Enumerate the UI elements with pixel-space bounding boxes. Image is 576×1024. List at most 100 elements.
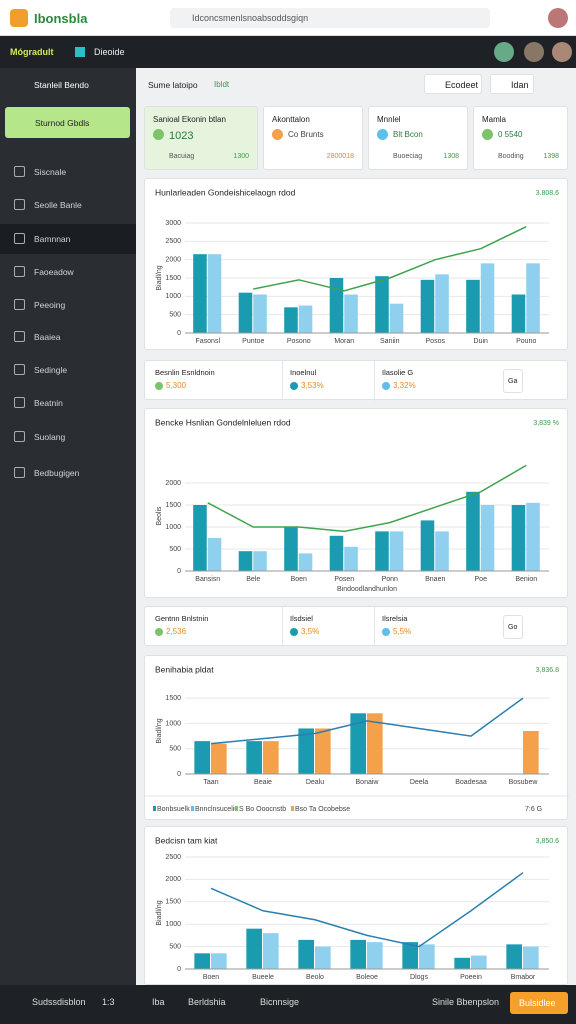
bottom-button[interactable]: Bulsidlee (510, 992, 568, 1014)
y-tick-label: 1500 (165, 275, 181, 282)
kpi-card: Mamla 0 5540 Booding 1398 (473, 106, 568, 170)
x-tick-label: Bmabor (511, 974, 536, 981)
nav-item[interactable]: Bamnnan (34, 234, 71, 244)
y-axis-label: Biadl/ng (156, 900, 163, 925)
nav-icon (14, 397, 25, 408)
x-tick-label: Puntoe (242, 338, 264, 345)
line (210, 872, 524, 948)
nav-item[interactable]: Bedbugigen (34, 468, 80, 478)
nav-item[interactable]: Suolang (34, 432, 66, 442)
y-tick-label: 1000 (165, 293, 181, 300)
nav-item[interactable]: Beatnin (34, 398, 63, 408)
bottom-count: 1:3 (102, 997, 115, 1007)
bar (523, 946, 539, 969)
bar (284, 307, 298, 333)
bar (207, 538, 222, 571)
bar (193, 505, 207, 571)
logo-icon (10, 9, 28, 27)
avatar[interactable] (524, 42, 544, 62)
bar (263, 933, 279, 969)
kpi-icon (482, 129, 493, 140)
bar (511, 294, 526, 333)
select[interactable]: Ecodeet (424, 74, 482, 94)
stats-dot (382, 628, 390, 636)
nav-item[interactable]: Sedingle (34, 365, 68, 375)
button[interactable]: Idan (490, 74, 534, 94)
nav-left[interactable]: Mógradult (10, 47, 54, 57)
x-tick-label: Beolo (306, 974, 324, 981)
bar (211, 953, 227, 969)
stats-label: Besnlin Esnldnoin (155, 368, 215, 377)
nav-icon (14, 299, 25, 310)
y-tick-label: 0 (177, 966, 181, 973)
bottom-c[interactable]: Bicnnsige (260, 997, 300, 1007)
bar (480, 505, 495, 571)
stats-box[interactable]: Ga (503, 369, 523, 393)
y-tick-label: 500 (169, 943, 181, 950)
nav-item[interactable]: Siscnale (34, 167, 67, 177)
bar (375, 531, 389, 571)
bottom-d[interactable]: Sinile Bbenpslon (432, 997, 500, 1007)
nav-right[interactable]: Dieoide (94, 47, 125, 57)
legend-label: Bnnclnsuceliu (195, 806, 238, 813)
divider (282, 607, 283, 647)
y-tick-label: 0 (177, 771, 181, 778)
bottom-a[interactable]: Iba (152, 997, 165, 1007)
kpi-foot: Buoeciag (393, 153, 423, 160)
kpi-icon (272, 129, 283, 140)
bar (238, 551, 253, 571)
bar (435, 531, 449, 571)
bar (253, 294, 267, 333)
legend-swatch (235, 806, 238, 811)
bar (315, 728, 331, 774)
y-tick-label: 0 (177, 568, 181, 575)
x-tick-label: Fasonsl (195, 338, 220, 345)
legend-label: 7:6 G (525, 806, 542, 813)
kpi-icon (377, 129, 388, 140)
kpi-foot-value: 1308 (443, 153, 459, 160)
y-tick-label: 3000 (165, 220, 181, 227)
stats-dot (290, 382, 298, 390)
avatar[interactable] (552, 42, 572, 62)
bottom-b[interactable]: Berldshia (188, 997, 226, 1007)
search[interactable]: Idconcsmenlsnoabsoddsgiqn (170, 8, 490, 28)
nav-icon (14, 166, 25, 177)
stats-dot (382, 382, 390, 390)
side-label: 3,839 % (533, 420, 559, 427)
chart: Bedcisn tam kiat 3,850.6 Biadl/ng 0 500 1000 1… (155, 835, 559, 981)
chart-title: Hunlarleaden Gondeishicelaogn rdod (155, 187, 296, 197)
active-item[interactable]: Sturnod Gbdls (5, 107, 130, 138)
bottom-left[interactable]: Sudssdisblon (32, 997, 86, 1007)
y-tick-label: 2000 (165, 480, 181, 487)
avatar[interactable] (548, 8, 568, 28)
bar (350, 713, 366, 774)
nav-item[interactable]: Seolle Banle (34, 200, 82, 210)
nav-item[interactable]: Baaiea (34, 332, 61, 342)
bar (298, 305, 313, 333)
x-tick-label: Boadesaa (455, 779, 487, 786)
stats-box[interactable]: Go (503, 615, 523, 639)
bar (329, 535, 344, 571)
tag: Ibldt (214, 80, 230, 89)
nav-item[interactable]: Peeoing (34, 300, 66, 310)
y-tick-label: 1500 (165, 502, 181, 509)
nav-item[interactable]: Faoeadow (34, 267, 74, 277)
chart-title: Bencke Hsnlian Gondelnleluen rdod (155, 417, 291, 427)
sidebar-header[interactable]: Stanleil Bendo (34, 80, 89, 90)
bar (420, 279, 435, 333)
kpi-foot: Booding (498, 153, 524, 160)
kpi-card: Sanioal Ekonin btlan 1023 Bacuiag 1300 (144, 106, 258, 170)
avatar[interactable] (494, 42, 514, 62)
x-tick-label: Bueele (252, 974, 274, 981)
line (207, 464, 527, 533)
chart: Bencke Hsnlian Gondelnleluen rdod 3,839 %… (155, 417, 559, 593)
chart-title: Benihabia pldat (155, 664, 214, 674)
y-tick-label: 1000 (165, 524, 181, 531)
y-axis-label: Biadl/ng (156, 265, 163, 290)
y-tick-label: 1500 (165, 695, 181, 702)
bar (480, 263, 495, 333)
y-tick-label: 500 (169, 746, 181, 753)
divider (282, 361, 283, 401)
bar (506, 944, 522, 969)
